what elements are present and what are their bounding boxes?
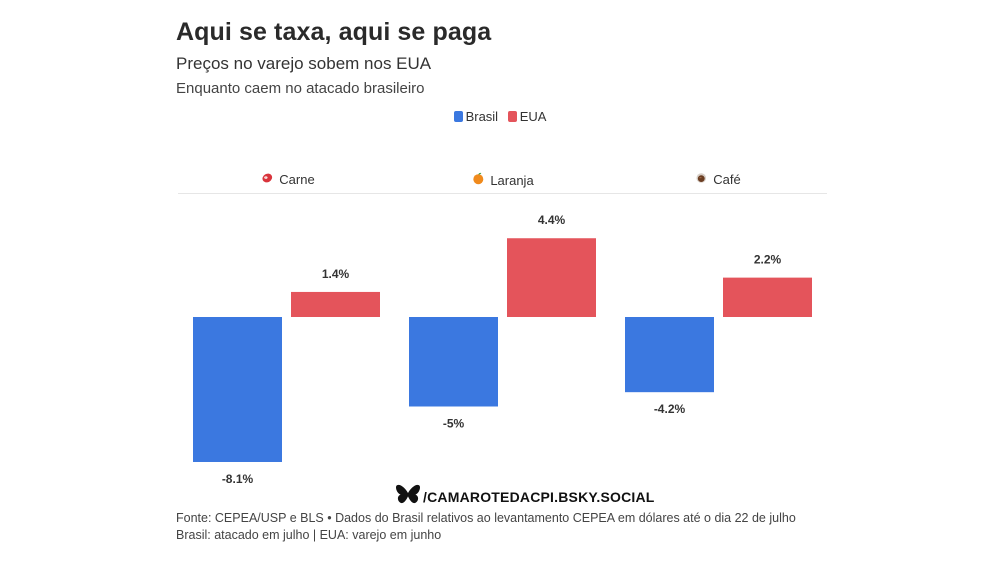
bar-brasil-carne bbox=[193, 317, 282, 462]
data-label-brasil-cafe: -4.2% bbox=[654, 402, 686, 416]
legend-swatch-eua bbox=[507, 111, 517, 122]
bar-eua-cafe bbox=[723, 277, 812, 317]
data-label-eua-carne: 1.4% bbox=[322, 267, 350, 281]
legend-label-eua: EUA bbox=[519, 109, 547, 124]
credit-handle: /CAMAROTEDACPI.BSKY.SOCIAL bbox=[423, 488, 655, 505]
footer-source: Fonte: CEPEA/USP e BLS • Dados do Brasil… bbox=[176, 511, 796, 525]
legend: Brasil EUA bbox=[0, 109, 1000, 125]
data-label-brasil-laranja: -5% bbox=[443, 417, 465, 431]
data-label-brasil-carne: -8.1% bbox=[222, 472, 254, 486]
butterfly-icon bbox=[395, 484, 421, 509]
legend-item-brasil: Brasil bbox=[453, 109, 499, 124]
panel-header-laranja: Laranja bbox=[472, 172, 534, 188]
legend-swatch-brasil bbox=[453, 111, 463, 122]
chart-subtitle: Preços no varejo sobem nos EUA bbox=[176, 54, 432, 73]
meat-icon bbox=[261, 172, 273, 187]
bar-eua-laranja bbox=[507, 238, 596, 317]
panel-label-cafe: Café bbox=[713, 172, 741, 187]
coffee-icon bbox=[695, 172, 707, 187]
panel-header-divider bbox=[178, 193, 827, 194]
bar-brasil-laranja bbox=[409, 317, 498, 407]
bar-brasil-cafe bbox=[625, 317, 714, 393]
orange-icon bbox=[472, 172, 484, 188]
legend-item-eua: EUA bbox=[507, 109, 547, 124]
data-label-eua-cafe: 2.2% bbox=[754, 253, 782, 267]
panel-header-carne: Carne bbox=[261, 172, 315, 187]
panel-header-cafe: Café bbox=[695, 172, 741, 187]
panel-label-laranja: Laranja bbox=[490, 172, 534, 188]
credit: /CAMAROTEDACPI.BSKY.SOCIAL bbox=[395, 484, 655, 509]
legend-label-brasil: Brasil bbox=[465, 109, 499, 124]
footer-note: Brasil: atacado em julho | EUA: varejo e… bbox=[176, 528, 442, 542]
chart-title: Aqui se taxa, aqui se paga bbox=[176, 18, 492, 46]
chart-subtitle-secondary: Enquanto caem no atacado brasileiro bbox=[176, 80, 425, 97]
data-label-eua-laranja: 4.4% bbox=[538, 213, 566, 227]
bar-eua-carne bbox=[291, 291, 380, 317]
panel-label-carne: Carne bbox=[279, 172, 315, 187]
